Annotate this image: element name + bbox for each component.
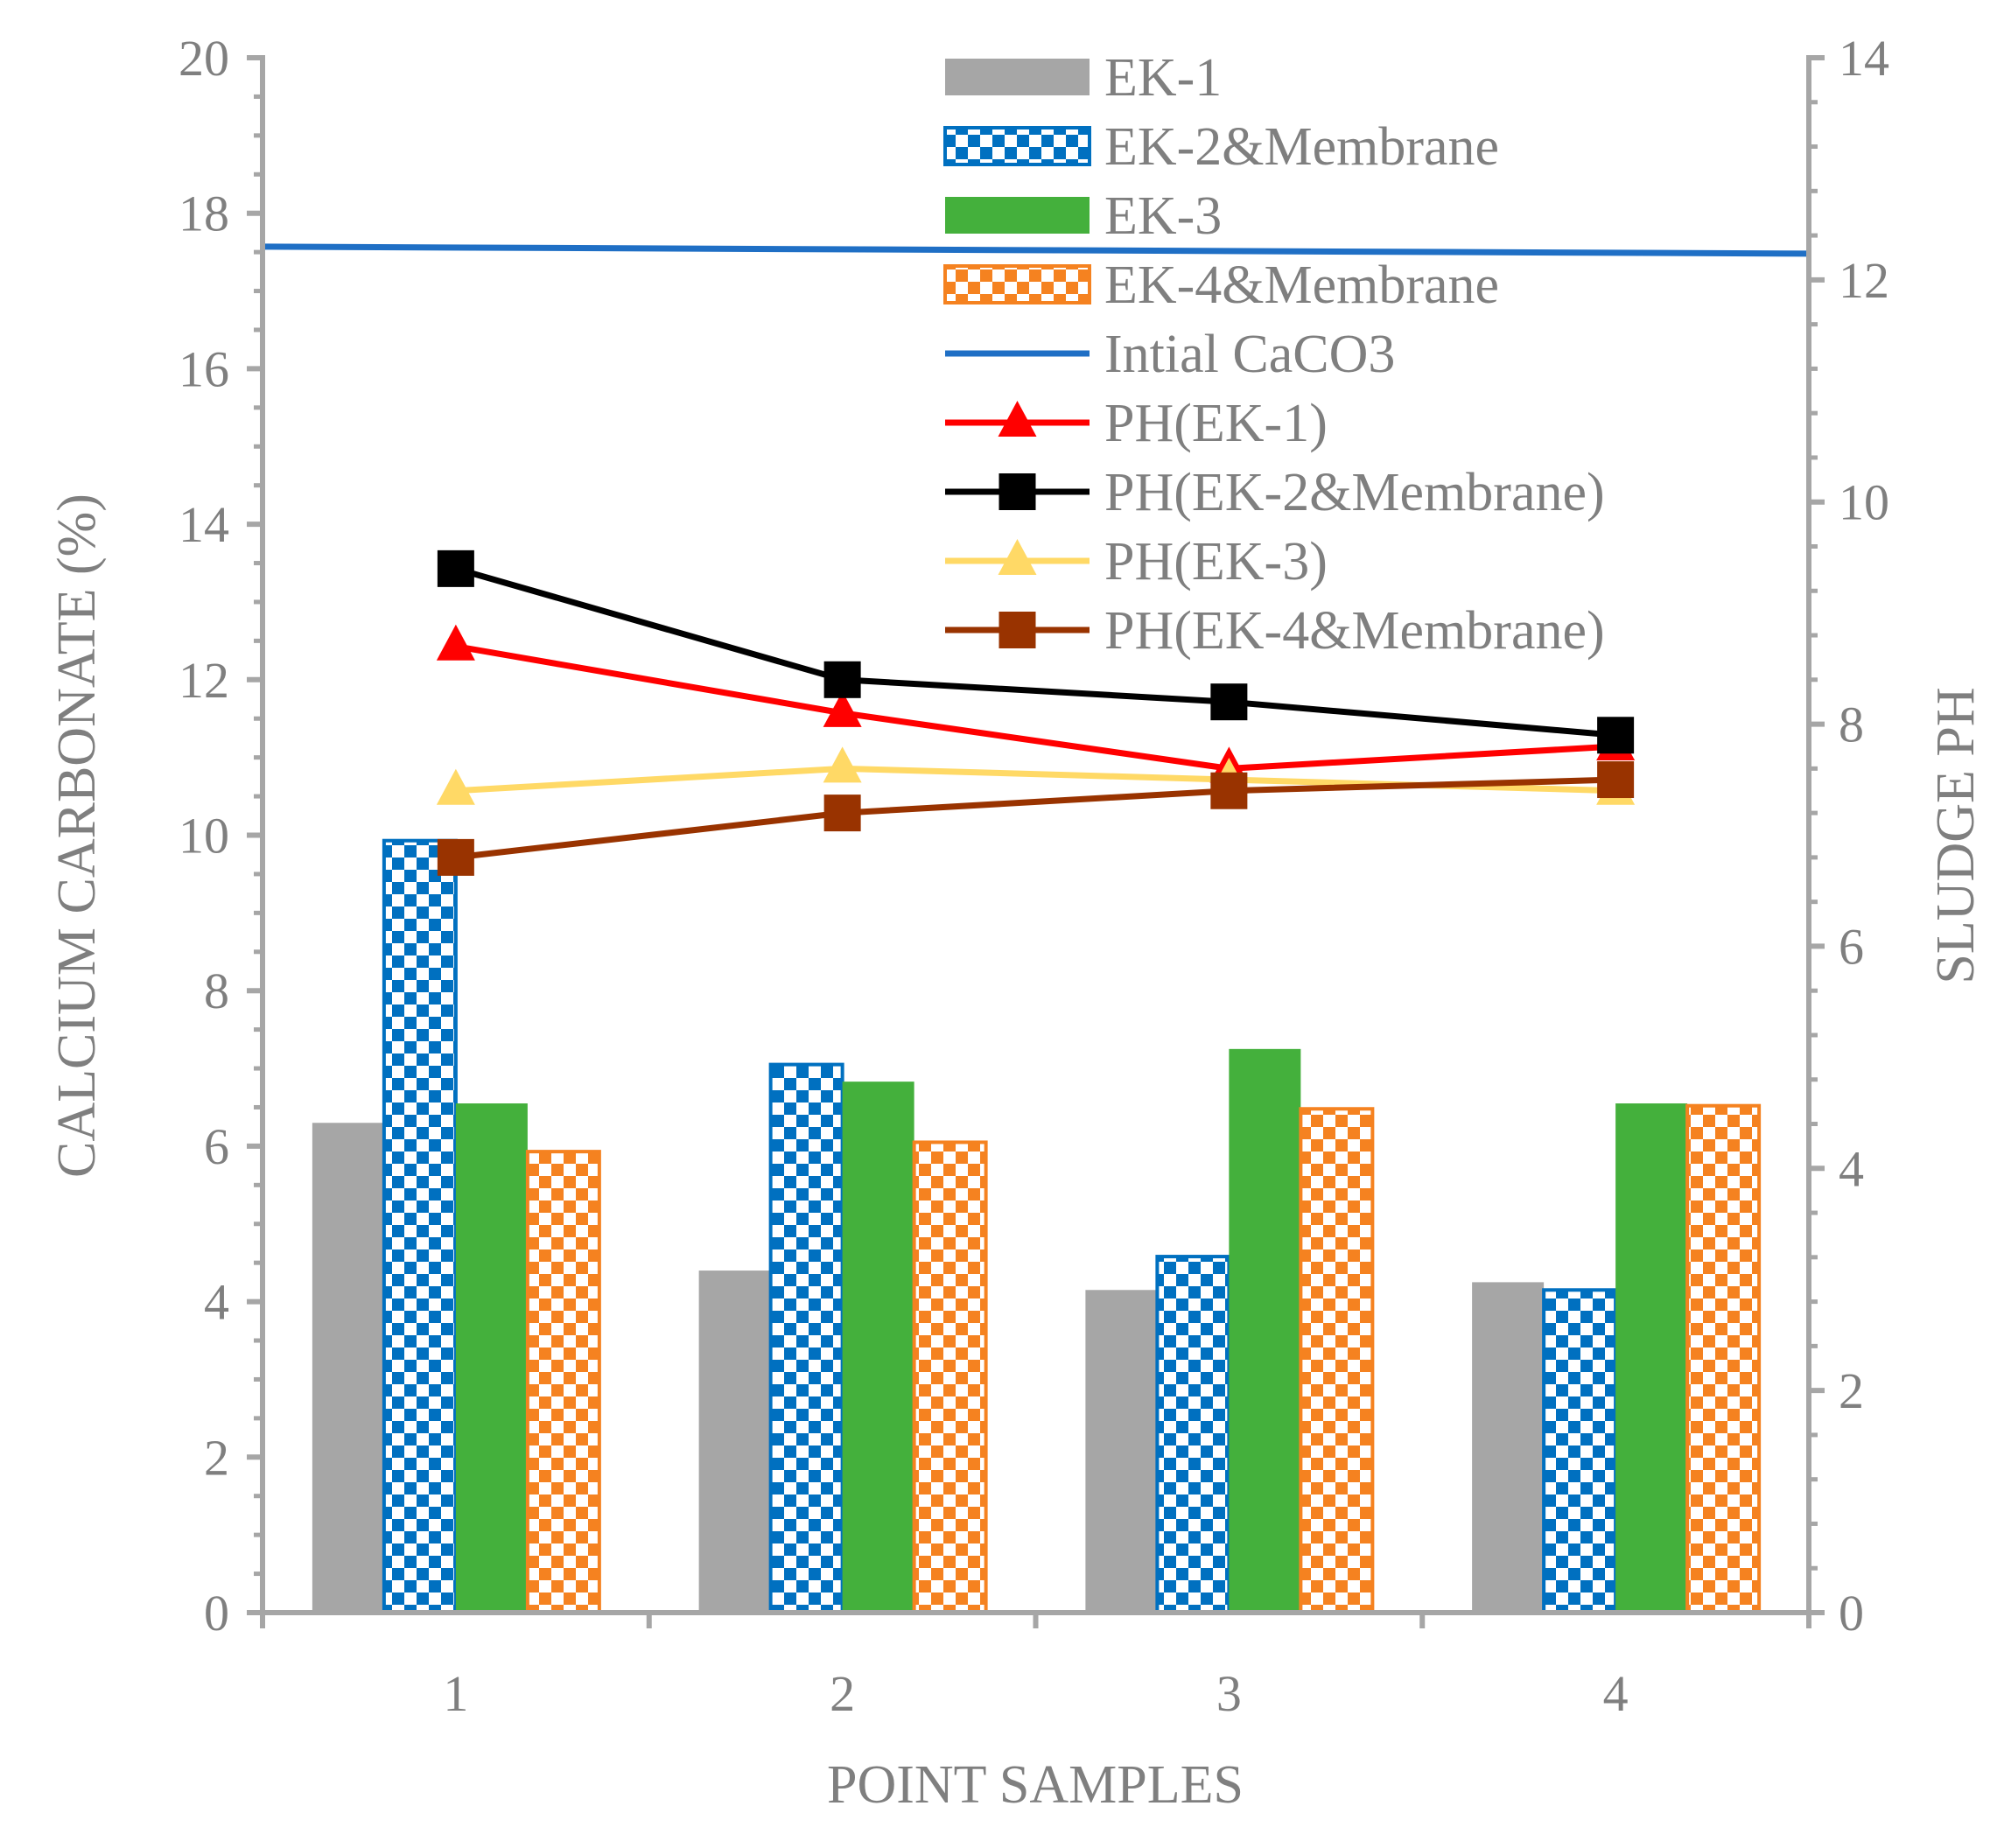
legend-item-ek-1: EK-1: [945, 48, 1222, 108]
legend-marker: [998, 612, 1036, 648]
bar-ek-2-membrane-4: [1542, 1288, 1618, 1614]
x-tick-label: 4: [1603, 1665, 1629, 1722]
left-tick-label: 12: [179, 652, 229, 709]
marker-ph-ek-2-membrane-1: [437, 550, 474, 587]
marker-ph-ek-2-membrane-2: [823, 661, 861, 698]
legend-swatch: [943, 264, 1091, 304]
right-tick-label: 2: [1839, 1362, 1864, 1419]
marker-ph-ek-4-membrane-1: [437, 838, 474, 876]
left-tick-label: 10: [179, 808, 229, 864]
legend-marker: [998, 401, 1037, 437]
left-tick-label: 8: [204, 962, 229, 1019]
bar-layer: [312, 838, 1762, 1615]
right-tick-label: 12: [1839, 252, 1889, 309]
bar-ek-1-3: [1085, 1290, 1158, 1613]
left-tick-label: 6: [204, 1118, 229, 1175]
legend-swatch: [945, 197, 1090, 234]
legend-item-ph-ek-3: PH(EK-3): [945, 532, 1328, 592]
x-tick-label: 1: [443, 1665, 468, 1722]
legend-marker: [998, 473, 1036, 510]
legend: EK-1 EK-2&Membrane EK-3 EK-4&Membrane Intial…: [943, 48, 1605, 661]
legend-label: PH(EK-4&Membrane): [1104, 601, 1605, 661]
x-tick-label: 3: [1216, 1665, 1242, 1722]
marker-ph-ek-4-membrane-3: [1210, 772, 1248, 809]
legend-swatch: [943, 126, 1091, 166]
marker-ph-ek-2-membrane-3: [1210, 683, 1248, 721]
marker-ph-ek-3-2: [823, 746, 862, 783]
line-layer: [262, 243, 1810, 876]
bar-ek-2-membrane-3: [1155, 1255, 1231, 1615]
bar-ek-3-3: [1229, 1048, 1301, 1613]
right-tick-label: 10: [1839, 474, 1889, 531]
legend-item-ph-ek-2-membrane: PH(EK-2&Membrane): [945, 463, 1605, 522]
marker-ph-ek-1-1: [436, 624, 475, 661]
line-intial-caco3: [262, 243, 1810, 257]
left-tick-label: 18: [179, 186, 229, 242]
legend-item-ek-4-membrane: EK-4&Membrane: [943, 256, 1499, 315]
bar-ek-3-1: [455, 1103, 528, 1613]
y2-axis-title: SLUDGE PH: [1926, 687, 1986, 984]
bar-ek-4-membrane-3: [1299, 1107, 1375, 1614]
right-tick-label: 8: [1839, 696, 1864, 753]
bar-ek-1-2: [698, 1270, 771, 1613]
legend-swatch: [945, 59, 1090, 95]
legend-label: PH(EK-1): [1104, 394, 1328, 453]
right-tick-label: 14: [1839, 30, 1889, 87]
marker-ph-ek-2-membrane-4: [1597, 717, 1635, 754]
legend-item-ek-2-membrane: EK-2&Membrane: [943, 117, 1499, 177]
line-ph-ek-1: [455, 643, 1616, 772]
left-tick-label: 14: [179, 496, 229, 553]
legend-label: PH(EK-3): [1104, 532, 1328, 592]
bar-ek-2-membrane-2: [768, 1062, 844, 1615]
bar-ek-3-4: [1615, 1103, 1688, 1613]
line-ph-ek-2-membrane: [454, 565, 1616, 738]
legend-label: EK-2&Membrane: [1104, 117, 1499, 177]
legend-item-intial-caco3: Intial CaCO3: [945, 325, 1395, 384]
left-tick-label: 4: [204, 1274, 229, 1331]
x-axis-ticks: 1 2 3 4: [260, 1610, 1811, 1722]
bar-ek-1-4: [1472, 1282, 1545, 1613]
right-tick-label: 6: [1839, 918, 1864, 975]
line-ph-ek-4-membrane: [455, 776, 1616, 861]
legend-label: EK-1: [1104, 48, 1222, 108]
legend-item-ph-ek-1: PH(EK-1): [945, 394, 1328, 453]
bar-ek-4-membrane-4: [1685, 1103, 1762, 1614]
marker-ph-ek-4-membrane-4: [1597, 761, 1635, 799]
left-tick-label: 16: [179, 340, 229, 397]
legend-marker: [998, 539, 1037, 575]
left-tick-label: 0: [204, 1585, 229, 1642]
x-axis-title: POINT SAMPLES: [827, 1755, 1244, 1815]
bar-ek-4-membrane-1: [525, 1150, 601, 1614]
left-tick-label: 20: [179, 30, 229, 87]
legend-item-ph-ek-4-membrane: PH(EK-4&Membrane): [945, 601, 1605, 661]
x-tick-label: 2: [830, 1665, 855, 1722]
legend-label: Intial CaCO3: [1104, 325, 1395, 384]
marker-ph-ek-3-1: [436, 768, 475, 805]
marker-ph-ek-1-2: [823, 690, 862, 727]
legend-label: PH(EK-2&Membrane): [1104, 463, 1605, 522]
right-tick-label: 0: [1839, 1585, 1864, 1642]
legend-label: EK-4&Membrane: [1104, 256, 1499, 315]
y-axis-title: CALCIUM CARBONATE (%): [47, 494, 107, 1178]
right-tick-label: 4: [1839, 1140, 1864, 1197]
left-tick-label: 2: [204, 1429, 229, 1486]
bar-ek-3-2: [842, 1082, 914, 1613]
bar-ek-1-1: [312, 1123, 384, 1613]
marker-ph-ek-4-membrane-2: [823, 794, 861, 832]
legend-label: EK-3: [1104, 186, 1222, 246]
bar-ek-4-membrane-2: [912, 1140, 988, 1614]
left-axis-ticks: 0 2 4 6 8 10 12 14 16 18 20: [179, 30, 265, 1642]
bar-ek-2-membrane-1: [382, 838, 458, 1614]
right-axis-ticks: 0 2 4 6 8 10 12 14: [1806, 30, 1889, 1642]
legend-item-ek-3: EK-3: [945, 186, 1222, 246]
